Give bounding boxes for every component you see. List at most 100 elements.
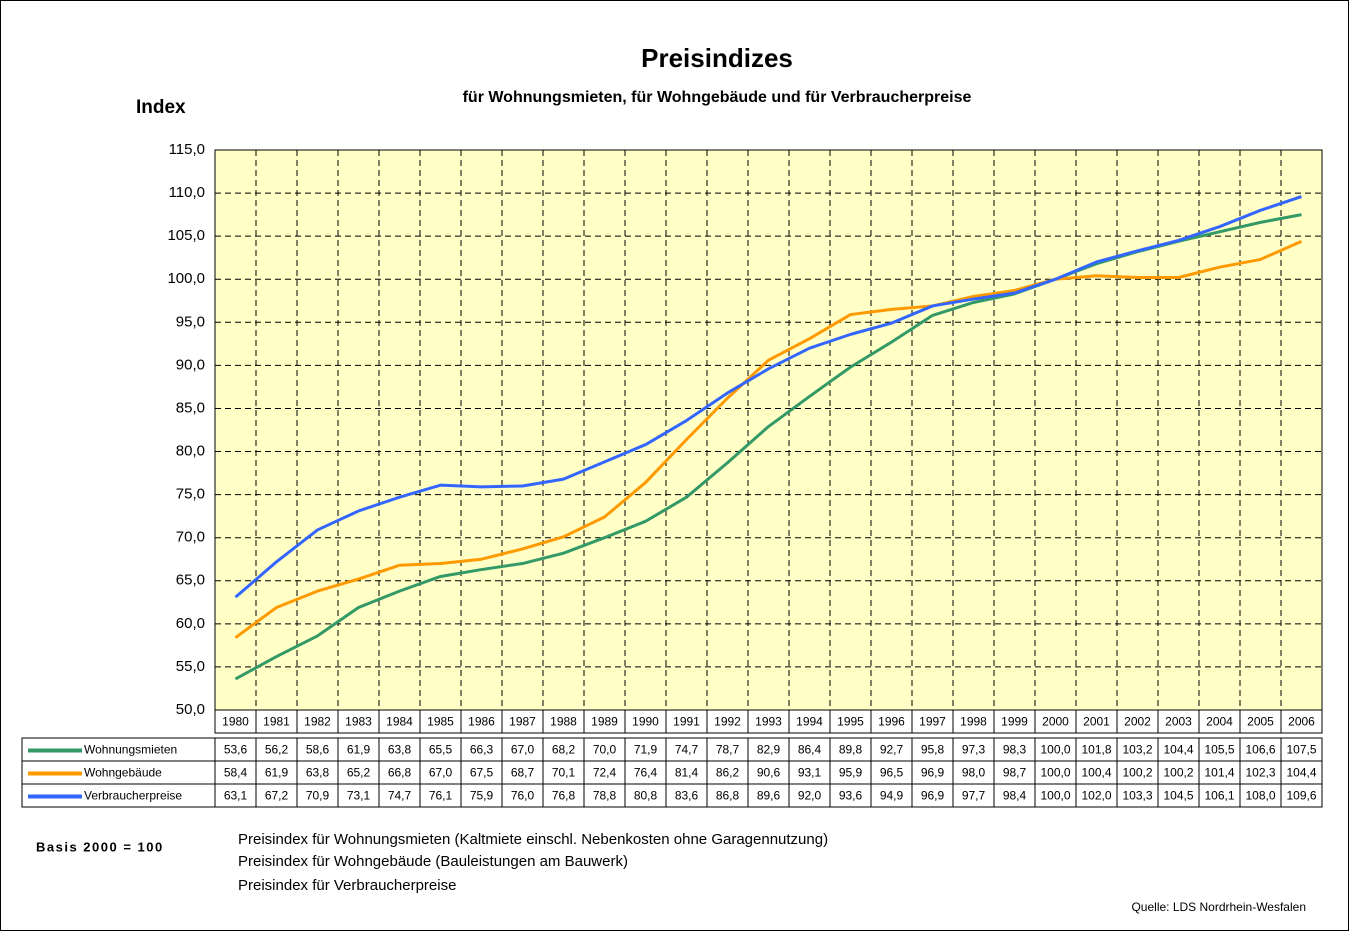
table-value: 95,9	[839, 766, 863, 780]
table-value: 75,9	[470, 789, 494, 803]
table-value: 56,2	[265, 743, 289, 757]
table-value: 61,9	[265, 766, 289, 780]
table-value: 78,8	[593, 789, 617, 803]
table-value: 82,9	[757, 743, 781, 757]
table-value: 65,2	[347, 766, 371, 780]
x-tick-label: 1988	[550, 715, 577, 729]
table-value: 100,0	[1040, 743, 1070, 757]
table-value: 106,6	[1245, 743, 1275, 757]
series-line	[234, 195, 1302, 599]
table-value: 67,2	[265, 789, 289, 803]
table-value: 108,0	[1245, 789, 1275, 803]
table-value: 63,8	[306, 766, 330, 780]
table-value: 58,6	[306, 743, 330, 757]
note: Preisindex für Wohnungsmieten (Kaltmiete…	[238, 831, 828, 848]
legend-label: Wohngebäude	[84, 766, 162, 780]
x-tick-label: 1980	[222, 715, 249, 729]
y-tick-label: 115,0	[169, 141, 205, 158]
table-value: 70,1	[552, 766, 576, 780]
x-tick-label: 2000	[1042, 715, 1069, 729]
x-tick-label: 1984	[386, 715, 413, 729]
table-value: 86,2	[716, 766, 740, 780]
y-tick-label: 70,0	[176, 529, 205, 546]
table-value: 70,0	[593, 743, 617, 757]
table-value: 93,6	[839, 789, 863, 803]
table-value: 98,3	[1003, 743, 1027, 757]
y-tick-label: 110,0	[169, 184, 205, 201]
table-value: 93,1	[798, 766, 822, 780]
y-tick-label: 95,0	[176, 313, 205, 330]
table-value: 67,5	[470, 766, 494, 780]
table-value: 65,5	[429, 743, 453, 757]
legend-label: Wohnungsmieten	[84, 743, 177, 757]
table-value: 100,2	[1163, 766, 1193, 780]
y-tick-label: 85,0	[176, 399, 205, 416]
chart-subtitle: für Wohnungsmieten, für Wohngebäude und …	[463, 89, 972, 106]
table-value: 63,8	[388, 743, 412, 757]
table-value: 104,4	[1286, 766, 1316, 780]
table-value: 96,9	[921, 789, 945, 803]
table-value: 109,6	[1286, 789, 1316, 803]
basis-note: Basis 2000 = 100	[36, 839, 164, 854]
table-value: 104,4	[1163, 743, 1193, 757]
x-tick-label: 2002	[1124, 715, 1151, 729]
x-tick-label: 1989	[591, 715, 618, 729]
table-value: 63,1	[224, 789, 248, 803]
x-tick-label: 2001	[1083, 715, 1110, 729]
y-tick-label: 105,0	[167, 227, 205, 244]
table-value: 103,3	[1122, 789, 1152, 803]
data-table	[21, 737, 1323, 808]
table-value: 89,8	[839, 743, 863, 757]
table-value: 80,8	[634, 789, 658, 803]
table-value: 97,3	[962, 743, 986, 757]
x-tick-label: 1985	[427, 715, 454, 729]
x-tick-label: 2004	[1206, 715, 1233, 729]
x-tick-label: 1998	[960, 715, 987, 729]
table-value: 98,4	[1003, 789, 1027, 803]
plot-area	[214, 149, 1323, 711]
table-value: 83,6	[675, 789, 699, 803]
table-value: 96,5	[880, 766, 904, 780]
note: Preisindex für Wohngebäude (Bauleistunge…	[238, 853, 628, 870]
table-value: 73,1	[347, 789, 371, 803]
table-value: 90,6	[757, 766, 781, 780]
table-value: 58,4	[224, 766, 248, 780]
table-value: 53,6	[224, 743, 248, 757]
table-value: 74,7	[388, 789, 412, 803]
table-value: 67,0	[511, 743, 535, 757]
x-tick-label: 1990	[632, 715, 659, 729]
table-value: 96,9	[921, 766, 945, 780]
chart-title: Preisindizes	[641, 43, 793, 73]
x-tick-label: 2003	[1165, 715, 1192, 729]
table-value: 101,8	[1081, 743, 1111, 757]
table-value: 98,7	[1003, 766, 1027, 780]
table-value: 76,0	[511, 789, 535, 803]
table-value: 76,1	[429, 789, 453, 803]
table-value: 102,0	[1081, 789, 1111, 803]
y-tick-label: 55,0	[176, 658, 205, 675]
x-tick-label: 1994	[796, 715, 823, 729]
x-tick-label: 1992	[714, 715, 741, 729]
y-tick-label: 50,0	[176, 701, 205, 718]
x-tick-label: 1996	[878, 715, 905, 729]
y-axis-label: Index	[136, 97, 186, 118]
table-value: 72,4	[593, 766, 617, 780]
table-value: 67,0	[429, 766, 453, 780]
table-value: 70,9	[306, 789, 330, 803]
x-tick-label: 1997	[919, 715, 946, 729]
x-tick-label: 1983	[345, 715, 372, 729]
source: Quelle: LDS Nordrhein-Wesfalen	[1131, 900, 1306, 914]
table-value: 78,7	[716, 743, 740, 757]
table-value: 89,6	[757, 789, 781, 803]
x-tick-label: 2006	[1288, 715, 1315, 729]
y-tick-label: 75,0	[176, 486, 205, 503]
table-value: 100,4	[1081, 766, 1111, 780]
table-value: 105,5	[1204, 743, 1234, 757]
x-tick-label: 1987	[509, 715, 536, 729]
table-value: 71,9	[634, 743, 658, 757]
table-value: 100,0	[1040, 789, 1070, 803]
year-row	[214, 709, 1323, 734]
y-tick-label: 65,0	[176, 572, 205, 589]
x-tick-label: 1982	[304, 715, 331, 729]
